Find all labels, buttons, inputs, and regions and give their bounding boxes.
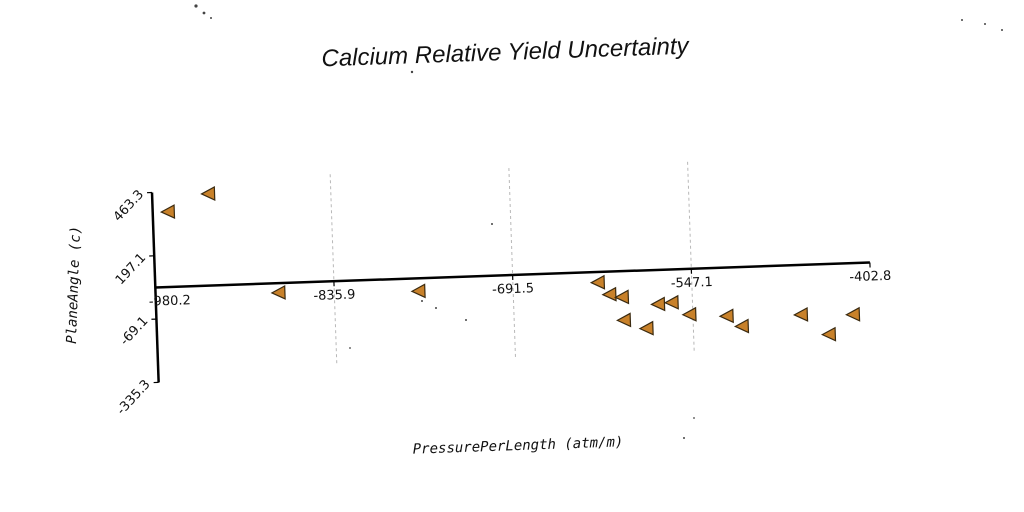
x-tick-label: -402.8 — [849, 269, 891, 285]
x-gridline — [329, 174, 338, 367]
y-tick-label: -69.1 — [118, 314, 152, 349]
data-point — [718, 308, 734, 324]
data-point — [638, 320, 654, 336]
data-point — [616, 312, 632, 328]
x-gridline — [508, 168, 517, 360]
data-point — [159, 204, 176, 220]
plot-area: -980.2 -835.9 -691.5 -547.1 -402.8 -335.3 -69… — [111, 161, 892, 418]
data-point — [845, 306, 861, 322]
chart-title: Calcium Relative Yield Uncertainty — [321, 33, 691, 73]
x-gridline — [687, 161, 695, 354]
data-point — [270, 284, 286, 300]
y-tick-label: 197.1 — [113, 251, 149, 288]
data-point — [681, 306, 697, 322]
data-point — [601, 286, 617, 302]
data-point — [820, 326, 837, 342]
data-point — [650, 296, 666, 312]
x-tick-label: -547.1 — [671, 275, 713, 291]
x-tick-label: -980.2 — [149, 293, 191, 309]
x-tick-label: -691.5 — [492, 281, 534, 297]
y-tick-label: 463.3 — [111, 187, 147, 224]
y-axis-label: PlaneAngle (c) — [64, 226, 84, 345]
data-point — [410, 283, 426, 299]
data-point — [613, 289, 630, 305]
data-point — [792, 306, 809, 322]
data-point — [733, 318, 750, 334]
x-tick-label: -835.9 — [313, 287, 355, 303]
data-point — [589, 274, 606, 290]
x-tick-labels: -980.2 -835.9 -691.5 -547.1 -402.8 — [149, 262, 892, 310]
data-points — [159, 186, 861, 342]
x-axis-label: PressurePerLength (atm/m) — [412, 434, 623, 457]
data-point — [200, 186, 216, 201]
gridlines — [329, 161, 695, 367]
y-tick-label: -335.3 — [114, 377, 154, 418]
background-noise — [194, 4, 1003, 439]
data-point — [663, 294, 679, 310]
